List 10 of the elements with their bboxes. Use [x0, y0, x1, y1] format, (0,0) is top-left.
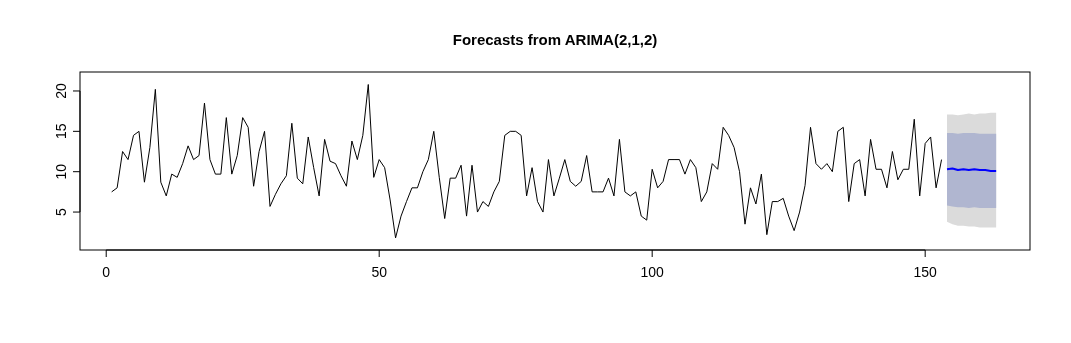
y-tick-label: 10 — [53, 163, 69, 180]
y-tick-label: 15 — [53, 123, 69, 140]
y-tick-label: 20 — [53, 82, 69, 99]
x-tick-label: 150 — [913, 264, 938, 280]
y-tick-label: 5 — [53, 207, 69, 216]
x-tick-label: 50 — [371, 264, 388, 280]
chart-title: Forecasts from ARIMA(2,1,2) — [452, 31, 658, 48]
line-series — [111, 84, 943, 239]
x-tick-label: 0 — [102, 264, 111, 280]
x-tick-label: 100 — [640, 264, 665, 280]
